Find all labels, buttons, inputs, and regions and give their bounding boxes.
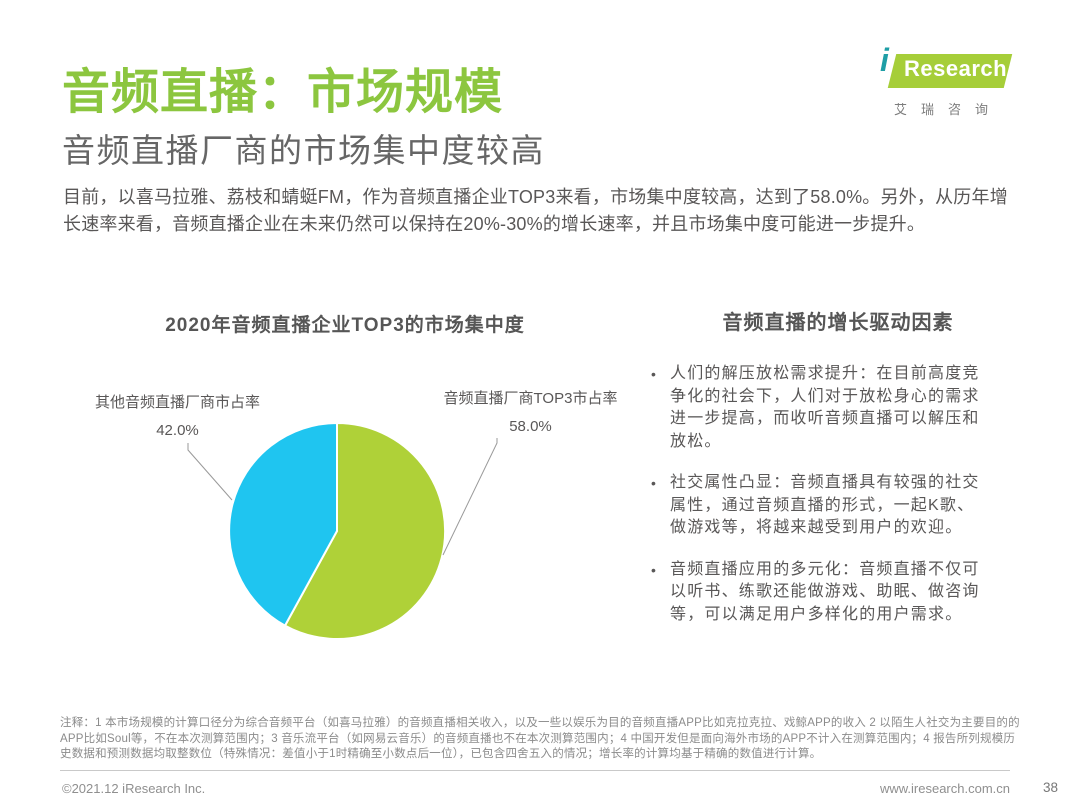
pie-slice-2	[228, 421, 338, 627]
footer-copyright: ©2021.12 iResearch Inc.	[62, 781, 206, 796]
chart-title: 2020年音频直播企业TOP3的市场集中度	[165, 315, 525, 336]
footer-website: www.iresearch.com.cn	[879, 781, 1010, 796]
iresearch-logo: i Research 艾瑞咨询	[874, 42, 1024, 118]
driver-bullet-1: 人们的解压放松需求提升：在目前高度竞争化的社会下，人们对于放松身心的需求进一步提…	[648, 363, 986, 453]
footnote: 注释：1 本市场规模的计算口径分为综合音频平台（如喜马拉雅）的音频直播相关收入，…	[60, 717, 1020, 760]
logo-wordmark: Research	[904, 56, 1008, 81]
pie-label-other-text: 其他音频直播厂商市占率	[94, 394, 260, 411]
growth-drivers-panel: 音频直播的增长驱动因素 人们的解压放松需求提升：在目前高度竞争化的社会下，人们对…	[648, 306, 1028, 645]
page-subtitle: 音频直播厂商的市场集中度较高	[62, 132, 545, 169]
driver-bullet-3: 音频直播应用的多元化：音频直播不仅可以听书、练歌还能做游戏、助眠、做咨询等，可以…	[648, 559, 986, 627]
pie-slices	[228, 421, 447, 640]
logo-row: i Research	[874, 42, 1024, 92]
drivers-list: 人们的解压放松需求提升：在目前高度竞争化的社会下，人们对于放松身心的需求进一步提…	[648, 363, 1028, 626]
page-title: 音频直播：市场规模	[62, 66, 504, 119]
pie-slice-1	[283, 421, 447, 640]
pie-chart-panel: 2020年音频直播企业TOP3的市场集中度 其他音频直播厂商市占率 42.0% …	[60, 300, 630, 685]
intro-paragraph: 目前，以喜马拉雅、荔枝和蜻蜓FM，作为音频直播企业TOP3来看，市场集中度较高，…	[63, 187, 1008, 234]
driver-bullet-2: 社交属性凸显：音频直播具有较强的社交属性，通过音频直播的形式，一起K歌、做游戏等…	[648, 472, 986, 540]
footer-divider	[60, 770, 1010, 771]
leader-line-other	[187, 443, 233, 501]
leader-line-top3	[442, 438, 498, 556]
drivers-title: 音频直播的增长驱动因素	[722, 312, 954, 334]
pie-label-top3-value: 58.0%	[509, 418, 552, 435]
pie-chart	[187, 421, 498, 640]
pie-label-top3-text: 音频直播厂商TOP3市占率	[443, 390, 618, 407]
pie-label-other: 其他音频直播厂商市占率 42.0%	[70, 392, 285, 441]
page-number: 38	[1042, 780, 1058, 795]
pie-label-other-value: 42.0%	[156, 422, 199, 439]
logo-chinese-name: 艾瑞咨询	[894, 102, 1003, 117]
logo-i-mark: i	[880, 42, 889, 78]
pie-label-top3: 音频直播厂商TOP3市占率 58.0%	[428, 388, 633, 437]
